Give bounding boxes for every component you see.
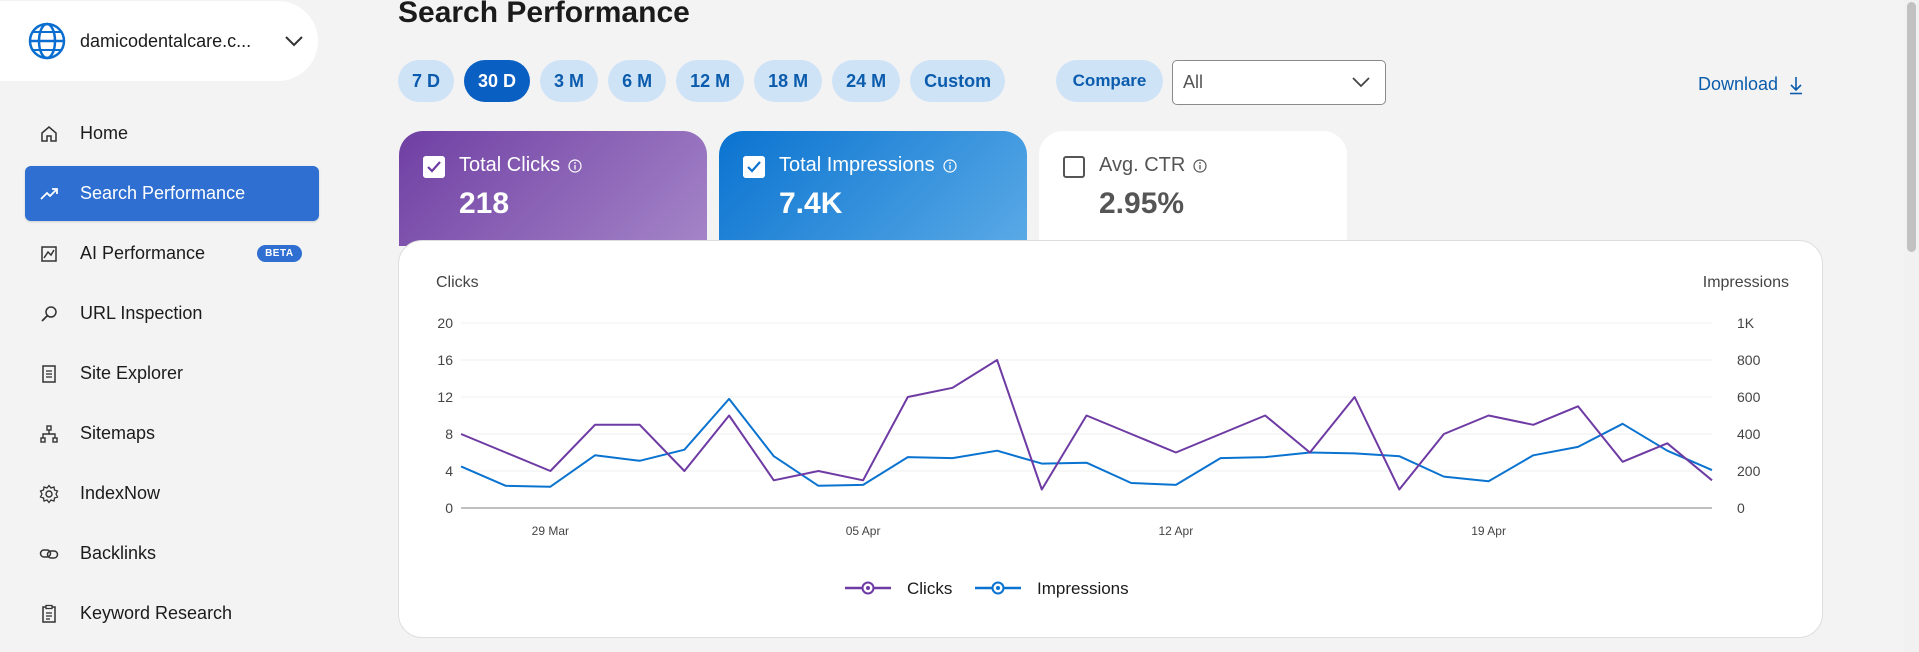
card-label: Total Impressions: [779, 154, 957, 177]
chevron-down-icon: [1352, 77, 1370, 88]
y-right-tick-label: 1K: [1737, 315, 1755, 331]
y-left-tick-label: 4: [445, 463, 453, 479]
x-tick-label: 05 Apr: [846, 524, 881, 538]
page-scrollbar[interactable]: [1904, 0, 1919, 652]
total-clicks-label: Total Clicks: [459, 154, 561, 176]
avg-ctr-card[interactable]: Avg. CTR 2.95%: [1039, 131, 1347, 246]
range-24m-button[interactable]: 24 M: [832, 60, 901, 102]
sidebar-item-search-performance[interactable]: Search Performance: [25, 166, 319, 221]
legend-marker-center: [866, 586, 870, 590]
checkbox-checked-icon[interactable]: [423, 156, 445, 178]
download-label: Download: [1698, 74, 1779, 94]
y-left-tick-label: 0: [445, 500, 453, 516]
info-icon[interactable]: [1193, 158, 1207, 173]
y-right-tick-label: 800: [1737, 352, 1761, 368]
sidebar-item-label: Home: [80, 123, 129, 143]
y-right-tick-label: 0: [1737, 500, 1745, 516]
y-left-tick-label: 16: [437, 352, 453, 368]
compare-button[interactable]: Compare: [1056, 60, 1163, 102]
avg-ctr-value: 2.95%: [1099, 187, 1185, 220]
ai-chart-icon: [41, 246, 57, 262]
site-switcher[interactable]: damicodentalcare.c...: [0, 1, 318, 81]
sidebar-item-label: Site Explorer: [80, 363, 184, 383]
x-tick-label: 12 Apr: [1159, 524, 1194, 538]
trend-icon: [40, 188, 58, 200]
filter-select-value: All: [1183, 72, 1204, 92]
beta-badge: BETA: [257, 245, 302, 262]
x-tick-label: 29 Mar: [532, 524, 569, 538]
y-left-tick-label: 20: [437, 315, 453, 331]
y-left-tick-label: 12: [437, 389, 453, 405]
checkbox-checked-icon[interactable]: [743, 156, 765, 178]
series-line-clicks: [460, 359, 1713, 491]
link-icon: [39, 549, 59, 559]
document-icon: [42, 365, 56, 383]
x-tick-label: 19 Apr: [1471, 524, 1506, 538]
range-7d-button[interactable]: 7 D: [398, 60, 455, 102]
sitemap-icon: [40, 425, 58, 443]
legend-marker-center: [996, 586, 1000, 590]
legend-label-clicks: Clicks: [907, 579, 952, 598]
series-line-impressions: [460, 397, 1713, 488]
sidebar-item-backlinks[interactable]: Backlinks: [25, 526, 319, 581]
range-6m-button[interactable]: 6 M: [608, 60, 667, 102]
sidebar-item-sitemaps[interactable]: Sitemaps: [25, 406, 319, 461]
globe-icon: [28, 22, 66, 60]
sidebar-item-label: IndexNow: [80, 483, 161, 503]
range-18m-button[interactable]: 18 M: [754, 60, 823, 102]
total-impressions-card[interactable]: Total Impressions 7.4K: [719, 131, 1027, 246]
performance-chart-panel: Clicks Impressions 0 0 4 200 8 400 12 600 16 800 20 1…: [398, 240, 1823, 638]
card-label: Avg. CTR: [1099, 154, 1207, 177]
range-30d-button[interactable]: 30 D: [464, 60, 531, 102]
y-left-axis-title: Clicks: [436, 274, 479, 291]
download-button[interactable]: Download: [1698, 74, 1804, 95]
site-name: damicodentalcare.c...: [80, 31, 252, 51]
range-12m-button[interactable]: 12 M: [676, 60, 745, 102]
y-right-tick-label: 600: [1737, 389, 1761, 405]
info-icon[interactable]: [943, 158, 957, 173]
sidebar-item-indexnow[interactable]: IndexNow: [25, 466, 319, 521]
chevron-down-icon[interactable]: [284, 34, 304, 48]
gear-icon: [39, 484, 59, 504]
date-range-group: 7 D 30 D 3 M 6 M 12 M 18 M 24 M Custom: [398, 60, 1015, 102]
checkbox-unchecked-icon[interactable]: [1063, 156, 1085, 178]
avg-ctr-label: Avg. CTR: [1099, 154, 1186, 176]
sidebar-item-label: URL Inspection: [80, 303, 203, 323]
range-custom-button[interactable]: Custom: [910, 60, 1006, 102]
performance-line-chart: Clicks Impressions 0 0 4 200 8 400 12 600 16 800 20 1…: [436, 274, 1789, 598]
total-impressions-value: 7.4K: [779, 187, 843, 220]
sidebar-item-label: Search Performance: [80, 183, 246, 203]
y-right-axis-title: Impressions: [1703, 274, 1789, 291]
y-right-tick-label: 200: [1737, 463, 1761, 479]
page-title: Search Performance: [398, 0, 690, 29]
sidebar-item-label: Sitemaps: [80, 423, 156, 443]
clipboard-icon: [42, 604, 56, 623]
y-right-tick-label: 400: [1737, 426, 1761, 442]
sidebar-item-ai-performance[interactable]: AI Performance BETA: [25, 226, 319, 281]
sidebar-item-label: Backlinks: [80, 543, 157, 563]
total-impressions-label: Total Impressions: [779, 154, 935, 176]
sidebar-item-site-explorer[interactable]: Site Explorer: [25, 346, 319, 401]
home-icon: [41, 126, 57, 142]
sidebar-item-url-inspection[interactable]: URL Inspection: [25, 286, 319, 341]
sidebar-nav: Home Search Performance AI Performance B…: [25, 106, 319, 646]
total-clicks-card[interactable]: Total Clicks 218: [399, 131, 707, 246]
sidebar-item-label: AI Performance: [80, 243, 206, 263]
legend-label-impressions: Impressions: [1037, 579, 1129, 598]
total-clicks-value: 218: [459, 187, 510, 220]
search-icon: [41, 306, 57, 322]
download-icon: [1790, 76, 1803, 94]
info-icon[interactable]: [568, 158, 582, 173]
y-left-tick-label: 8: [445, 426, 453, 442]
sidebar-item-home[interactable]: Home: [25, 106, 319, 161]
range-3m-button[interactable]: 3 M: [540, 60, 599, 102]
filter-select[interactable]: All: [1172, 60, 1386, 105]
card-label: Total Clicks: [459, 154, 582, 177]
sidebar-item-keyword-research[interactable]: Keyword Research: [25, 586, 319, 641]
sidebar-item-label: Keyword Research: [80, 603, 233, 623]
scrollbar-thumb[interactable]: [1907, 2, 1916, 252]
